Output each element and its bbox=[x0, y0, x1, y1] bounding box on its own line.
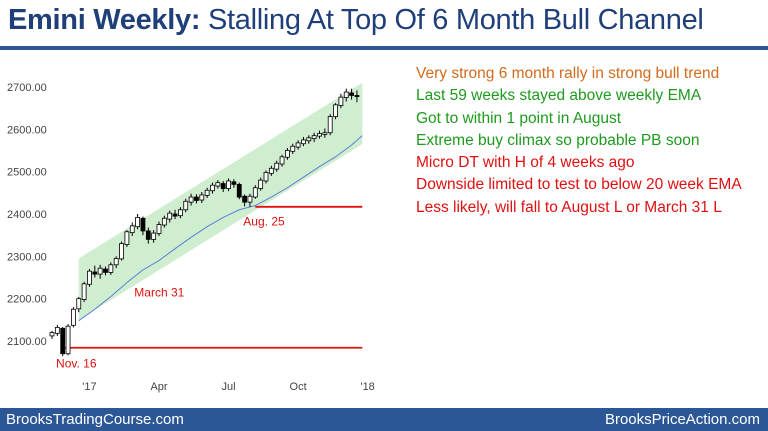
footer-bar: BrooksTradingCourse.com BrooksPriceActio… bbox=[0, 408, 768, 431]
page-title: Emini Weekly: Stalling At Top Of 6 Month… bbox=[8, 4, 704, 37]
chart-annotation: Nov. 16 bbox=[56, 356, 97, 370]
candle-body bbox=[76, 298, 82, 310]
candle-body bbox=[54, 327, 60, 334]
commentary-line: Last 59 weeks stayed above weekly EMA bbox=[416, 87, 702, 105]
weekly-candlestick-chart: 2700.00 2600.00 2500.00 2400.00 2300.00 2200.… bbox=[7, 82, 375, 393]
candle-body bbox=[167, 212, 173, 220]
candle-body bbox=[119, 243, 124, 260]
candle-body bbox=[268, 167, 274, 174]
candle-body bbox=[220, 183, 226, 190]
candle-body bbox=[92, 271, 98, 275]
candle-body bbox=[87, 270, 92, 285]
candle-body bbox=[124, 231, 130, 245]
x-tick-label: Oct bbox=[290, 381, 307, 393]
candle-body bbox=[226, 180, 231, 189]
candle-body bbox=[247, 195, 253, 203]
candle-body bbox=[161, 217, 167, 226]
candle-body bbox=[284, 150, 290, 158]
candle-body bbox=[199, 194, 205, 201]
commentary-line: Micro DT with H of 4 weeks ago bbox=[416, 154, 635, 172]
y-tick-label: 2400.00 bbox=[7, 209, 47, 221]
candle-body bbox=[183, 200, 189, 211]
y-tick-label: 2500.00 bbox=[7, 167, 47, 179]
candle-body bbox=[274, 162, 280, 170]
candle-body bbox=[60, 327, 66, 355]
candle-body bbox=[172, 213, 178, 217]
x-tick-label: '18 bbox=[360, 381, 374, 393]
candle-body bbox=[295, 142, 301, 148]
candle-body bbox=[188, 196, 194, 203]
y-tick-label: 2700.00 bbox=[7, 82, 47, 94]
candle-body bbox=[333, 104, 338, 118]
candle-body bbox=[290, 145, 296, 152]
candle-body bbox=[108, 264, 114, 273]
candle-body bbox=[236, 183, 242, 198]
candle-body bbox=[301, 139, 306, 145]
candle-body bbox=[151, 232, 157, 240]
candle-body bbox=[49, 332, 55, 337]
chart-annotation: Aug. 25 bbox=[243, 215, 285, 229]
footer-left-link[interactable]: BrooksTradingCourse.com bbox=[6, 411, 184, 428]
candle-body bbox=[242, 195, 248, 203]
candle-body bbox=[156, 224, 162, 234]
commentary-line: Downside limited to test to below 20 wee… bbox=[416, 176, 742, 194]
candle-body bbox=[194, 196, 199, 201]
candle-body bbox=[322, 132, 328, 135]
candle-body bbox=[97, 267, 103, 275]
candle-body bbox=[71, 308, 76, 326]
candle-body bbox=[210, 184, 215, 192]
candle-body bbox=[311, 135, 317, 140]
footer-right-link[interactable]: BrooksPriceAction.com bbox=[604, 411, 760, 428]
commentary-line: Very strong 6 month rally in strong bull… bbox=[416, 65, 720, 82]
y-tick-label: 2100.00 bbox=[7, 336, 47, 348]
candle-body bbox=[204, 189, 210, 196]
candle-body bbox=[135, 216, 141, 228]
candle-body bbox=[279, 156, 285, 165]
candle-body bbox=[113, 258, 119, 266]
candle-body bbox=[258, 179, 264, 189]
x-tick-label: '17 bbox=[82, 381, 96, 393]
y-tick-label: 2200.00 bbox=[7, 294, 47, 306]
title-rest: Stalling At Top Of 6 Month Bull Channel bbox=[207, 4, 704, 36]
candle-body bbox=[263, 172, 269, 182]
candle-body bbox=[354, 95, 360, 98]
chart-annotation: March 31 bbox=[134, 286, 184, 300]
y-tick-label: 2300.00 bbox=[7, 251, 47, 263]
candle-body bbox=[65, 325, 71, 355]
candle-body bbox=[306, 137, 312, 142]
commentary-line: Less likely, will fall to August L or Ma… bbox=[416, 198, 722, 216]
x-tick-label: Jul bbox=[222, 381, 236, 393]
title-bold: Emini Weekly: bbox=[8, 4, 201, 36]
y-tick-label: 2600.00 bbox=[7, 124, 47, 136]
candle-body bbox=[140, 217, 146, 232]
candle-body bbox=[349, 92, 355, 96]
candle-body bbox=[327, 116, 333, 134]
candle-body bbox=[343, 91, 349, 98]
candle-body bbox=[338, 96, 344, 107]
candle-body bbox=[81, 283, 87, 300]
bull-channel-band bbox=[78, 82, 363, 320]
candle-body bbox=[317, 133, 322, 137]
commentary-line: Got to within 1 point in August bbox=[416, 109, 622, 127]
x-tick-label: Apr bbox=[150, 381, 167, 393]
commentary-list: Very strong 6 month rally in strong bull… bbox=[416, 63, 742, 219]
candle-body bbox=[215, 182, 221, 187]
ema-line bbox=[78, 135, 363, 322]
candle-body bbox=[252, 187, 258, 198]
candle-body bbox=[145, 230, 151, 240]
candle-body bbox=[129, 225, 135, 234]
candle-body bbox=[231, 181, 237, 185]
title-bar: Emini Weekly: Stalling At Top Of 6 Month… bbox=[0, 0, 768, 46]
title-underline bbox=[0, 46, 768, 50]
candle-body bbox=[177, 209, 183, 217]
commentary-line: Extreme buy climax so probable PB soon bbox=[416, 131, 700, 149]
candle-body bbox=[103, 268, 108, 273]
